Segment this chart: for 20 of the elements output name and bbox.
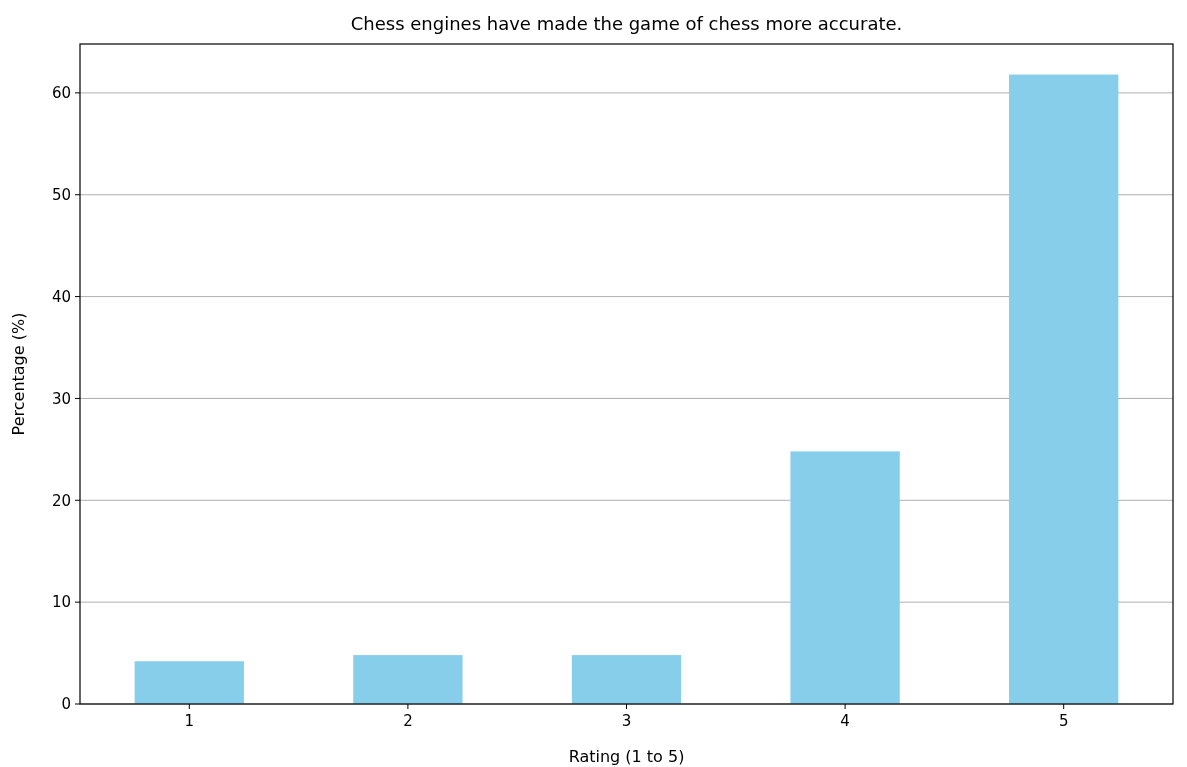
y-axis-title: Percentage (%) bbox=[9, 312, 28, 436]
bar bbox=[353, 655, 463, 704]
y-tick-label: 20 bbox=[51, 491, 71, 510]
y-tick-label: 30 bbox=[51, 389, 71, 408]
y-tick-label: 50 bbox=[51, 185, 71, 204]
y-tick-label: 60 bbox=[51, 84, 71, 103]
x-tick-label: 1 bbox=[184, 712, 195, 730]
x-axis-title: Rating (1 to 5) bbox=[568, 747, 685, 766]
y-tick-label: 40 bbox=[51, 287, 71, 306]
y-tick-label: 0 bbox=[61, 695, 71, 714]
x-tick-label: 5 bbox=[1058, 712, 1069, 730]
bar bbox=[790, 451, 900, 704]
bar bbox=[571, 655, 682, 704]
chart-title: Chess engines have made the game of chess more accurate. bbox=[350, 13, 903, 34]
bar bbox=[134, 661, 244, 704]
bar bbox=[1009, 74, 1119, 704]
y-tick-label: 10 bbox=[51, 593, 71, 612]
x-tick-label: 4 bbox=[840, 712, 850, 730]
x-tick-label: 2 bbox=[403, 712, 413, 730]
x-tick-label: 3 bbox=[621, 712, 632, 730]
